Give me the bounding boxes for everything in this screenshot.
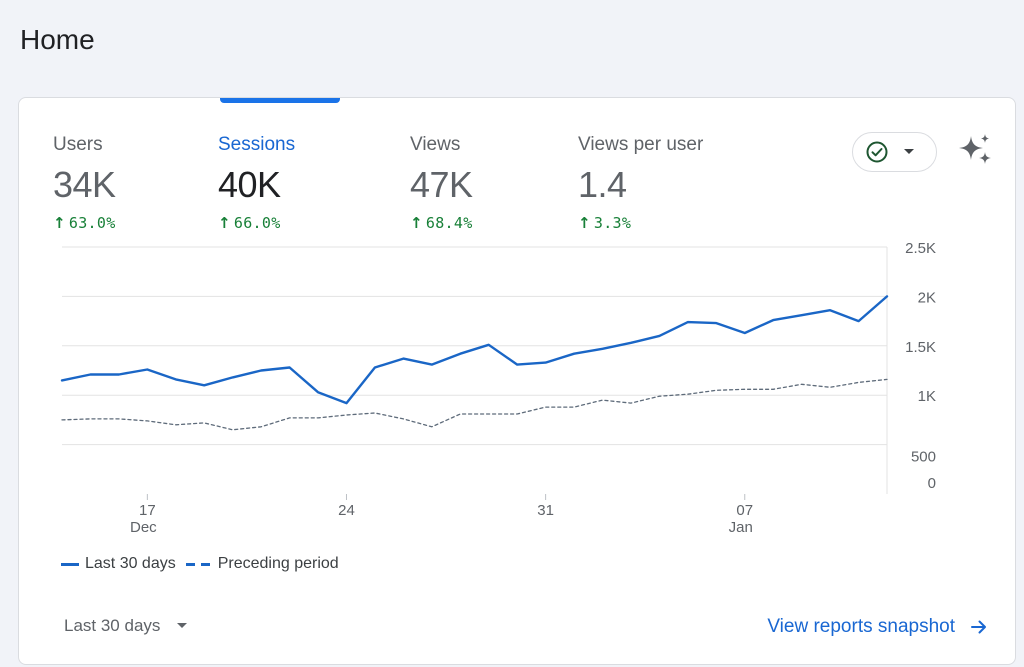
- x-tick-label: 31: [537, 502, 554, 519]
- caret-down-icon: [904, 149, 914, 154]
- metric-delta: ↑ 63.0%: [53, 214, 116, 232]
- arrow-up-icon: ↑: [578, 214, 591, 232]
- metric-label: Sessions: [218, 134, 296, 155]
- metric-delta: ↑ 68.4%: [410, 214, 473, 232]
- metric-views[interactable]: Views 47K ↑ 68.4%: [410, 134, 473, 232]
- x-tick-label: 07: [736, 502, 753, 519]
- y-tick-label: 1.5K: [905, 339, 936, 356]
- legend-item-current: Last 30 days: [61, 555, 176, 573]
- metric-users[interactable]: Users 34K ↑ 63.0%: [53, 134, 116, 232]
- legend-label: Preceding period: [217, 555, 339, 572]
- series-line-preceding-period: [61, 378, 888, 431]
- metric-label: Users: [53, 134, 103, 155]
- metric-value: 40K: [218, 164, 281, 205]
- y-tick-label: 0: [928, 475, 936, 492]
- active-tab-indicator: [220, 98, 340, 103]
- page-title: Home: [20, 24, 95, 55]
- data-quality-dropdown[interactable]: [852, 132, 937, 172]
- x-tick-label: 17: [139, 502, 156, 519]
- arrow-up-icon: ↑: [410, 214, 423, 232]
- metric-value: 34K: [53, 164, 116, 205]
- metric-label: Views per user: [578, 134, 704, 155]
- date-range-dropdown[interactable]: Last 30 days: [64, 616, 188, 636]
- check-circle-icon: [866, 141, 888, 163]
- x-tick-month-label: Dec: [130, 519, 157, 536]
- arrow-right-icon: [971, 620, 986, 634]
- x-tick-label: 24: [338, 502, 355, 519]
- y-tick-label: 2.5K: [905, 240, 936, 257]
- series-line-last-30-days: [60, 295, 889, 405]
- dashed-line-swatch: [185, 562, 210, 566]
- x-tick-month-label: Jan: [729, 519, 753, 536]
- metric-value: 1.4: [578, 164, 627, 205]
- arrow-up-icon: ↑: [53, 214, 66, 232]
- y-tick-label: 500: [911, 449, 936, 466]
- metric-value: 47K: [410, 164, 473, 205]
- legend-item-previous: Preceding period: [185, 555, 339, 573]
- date-range-label: Last 30 days: [64, 616, 161, 635]
- arrow-up-icon: ↑: [218, 214, 231, 232]
- metric-views-per-user[interactable]: Views per user 1.4 ↑ 3.3%: [578, 134, 703, 232]
- metric-label: Views: [410, 134, 461, 155]
- legend-label: Last 30 days: [85, 555, 176, 572]
- view-reports-label: View reports snapshot: [767, 616, 955, 637]
- chart-legend: Last 30 days Preceding period: [61, 555, 349, 573]
- solid-line-swatch: [61, 562, 79, 566]
- metric-delta: ↑ 66.0%: [218, 214, 281, 232]
- view-reports-snapshot-link[interactable]: View reports snapshot: [767, 616, 989, 638]
- sparkle-icon[interactable]: [956, 132, 994, 170]
- y-tick-label: 1K: [918, 388, 936, 405]
- overview-card: Users 34K ↑ 63.0% Sessions 40K ↑ 66.0% Vie…: [18, 97, 1016, 665]
- y-tick-label: 2K: [918, 289, 936, 306]
- metric-sessions[interactable]: Sessions 40K ↑ 66.0%: [218, 134, 295, 232]
- metric-delta: ↑ 3.3%: [578, 214, 632, 232]
- caret-down-icon: [177, 623, 188, 628]
